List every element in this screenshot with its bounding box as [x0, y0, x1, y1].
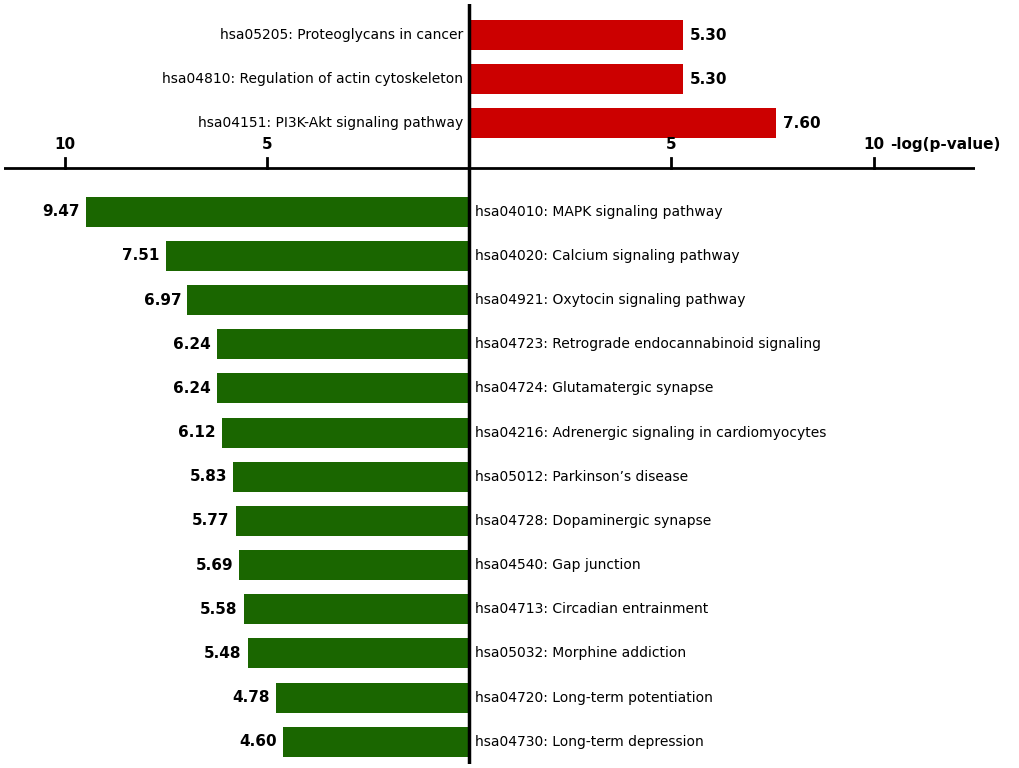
Text: hsa04723: Retrograde endocannabinoid signaling: hsa04723: Retrograde endocannabinoid sig… — [475, 337, 820, 351]
Text: hsa04713: Circadian entrainment: hsa04713: Circadian entrainment — [475, 602, 708, 616]
Bar — [275, 683, 469, 713]
Bar — [469, 108, 775, 138]
Text: 4.60: 4.60 — [239, 734, 277, 750]
Text: hsa05032: Morphine addiction: hsa05032: Morphine addiction — [475, 647, 686, 660]
Text: 6.24: 6.24 — [173, 381, 211, 396]
Text: 7.51: 7.51 — [122, 248, 159, 263]
Text: 6.97: 6.97 — [144, 293, 181, 307]
Text: hsa04728: Dopaminergic synapse: hsa04728: Dopaminergic synapse — [475, 514, 711, 528]
Text: 5.83: 5.83 — [190, 469, 227, 485]
Text: hsa04720: Long-term potentiation: hsa04720: Long-term potentiation — [475, 690, 712, 704]
Text: hsa05012: Parkinson’s disease: hsa05012: Parkinson’s disease — [475, 470, 688, 484]
Text: hsa04020: Calcium signaling pathway: hsa04020: Calcium signaling pathway — [475, 249, 739, 263]
Bar — [238, 550, 469, 580]
Text: 10: 10 — [862, 137, 883, 152]
Text: hsa05205: Proteoglycans in cancer: hsa05205: Proteoglycans in cancer — [220, 28, 463, 42]
Bar — [221, 418, 469, 448]
Text: 5: 5 — [262, 137, 272, 152]
Text: hsa04216: Adrenergic signaling in cardiomyocytes: hsa04216: Adrenergic signaling in cardio… — [475, 425, 825, 439]
Text: 6.12: 6.12 — [178, 425, 215, 440]
Text: 5.30: 5.30 — [689, 71, 727, 87]
Text: 5.77: 5.77 — [193, 514, 229, 528]
Text: 5.30: 5.30 — [689, 28, 727, 42]
Bar — [248, 638, 469, 668]
Text: 10: 10 — [54, 137, 75, 152]
Text: hsa04921: Oxytocin signaling pathway: hsa04921: Oxytocin signaling pathway — [475, 293, 745, 307]
Text: hsa04810: Regulation of actin cytoskeleton: hsa04810: Regulation of actin cytoskelet… — [162, 72, 463, 86]
Text: 7.60: 7.60 — [782, 116, 819, 131]
Text: 5.58: 5.58 — [200, 602, 237, 617]
Text: 5: 5 — [665, 137, 676, 152]
Text: hsa04730: Long-term depression: hsa04730: Long-term depression — [475, 735, 703, 749]
Text: -log(p-value): -log(p-value) — [889, 137, 999, 152]
Bar — [165, 241, 469, 271]
Text: 5.48: 5.48 — [204, 646, 242, 661]
Text: 6.24: 6.24 — [173, 336, 211, 352]
Bar — [469, 65, 683, 94]
Bar — [244, 594, 469, 624]
Bar — [187, 285, 469, 315]
Text: hsa04540: Gap junction: hsa04540: Gap junction — [475, 558, 640, 572]
Bar — [217, 373, 469, 403]
Bar — [87, 197, 469, 227]
Bar — [469, 20, 683, 50]
Text: hsa04724: Glutamatergic synapse: hsa04724: Glutamatergic synapse — [475, 382, 713, 396]
Bar — [283, 727, 469, 756]
Bar — [233, 462, 469, 492]
Text: 4.78: 4.78 — [232, 690, 270, 705]
Text: hsa04010: MAPK signaling pathway: hsa04010: MAPK signaling pathway — [475, 205, 722, 219]
Text: hsa04151: PI3K-Akt signaling pathway: hsa04151: PI3K-Akt signaling pathway — [198, 117, 463, 131]
Text: 5.69: 5.69 — [196, 558, 232, 573]
Text: 9.47: 9.47 — [43, 204, 81, 219]
Bar — [235, 506, 469, 536]
Bar — [217, 329, 469, 359]
